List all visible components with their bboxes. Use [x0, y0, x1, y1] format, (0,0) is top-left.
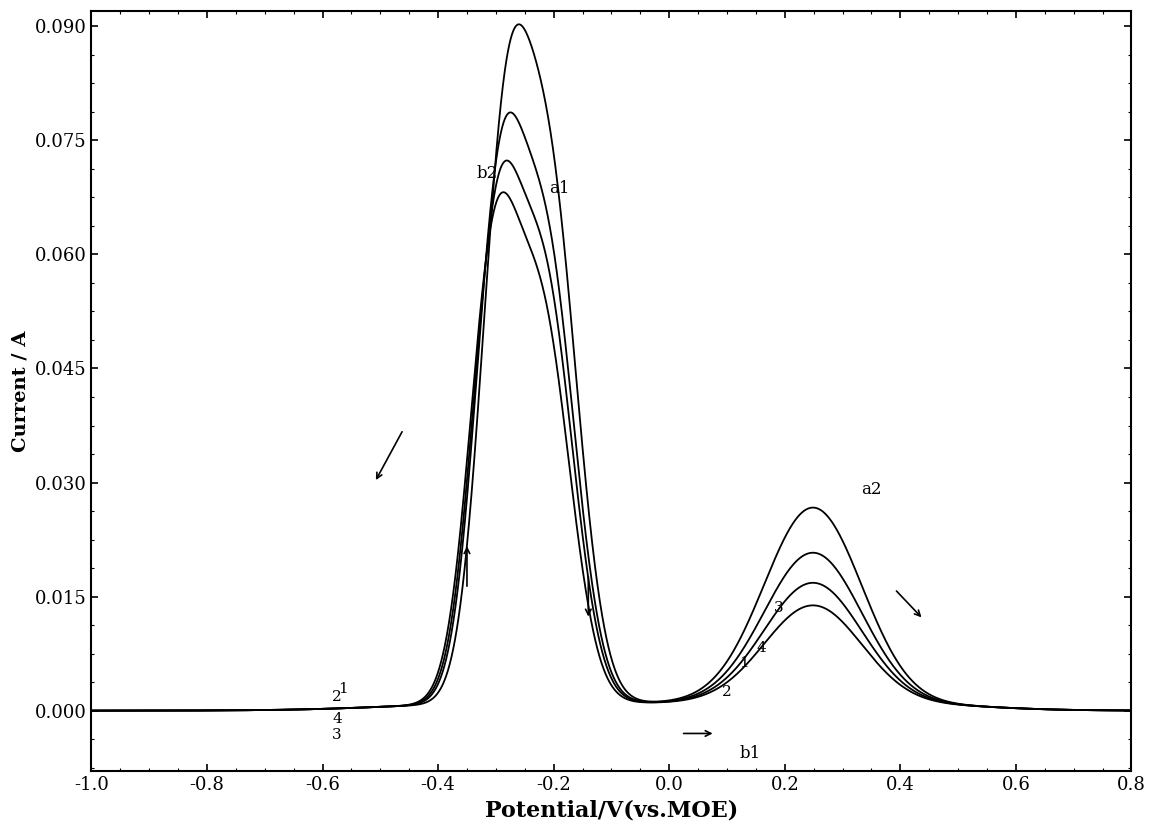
Text: 3: 3 [332, 728, 341, 741]
Text: 1: 1 [739, 656, 750, 670]
Text: 2: 2 [332, 690, 341, 704]
Text: 3: 3 [774, 601, 783, 616]
Text: 4: 4 [332, 712, 341, 726]
Text: 4: 4 [757, 641, 767, 655]
Text: 1: 1 [338, 682, 347, 696]
Text: b2: b2 [477, 165, 498, 182]
Text: 2: 2 [722, 685, 732, 699]
X-axis label: Potential/V(vs.MOE): Potential/V(vs.MOE) [485, 800, 738, 822]
Text: a2: a2 [861, 481, 882, 498]
Text: a1: a1 [550, 181, 569, 197]
Text: b1: b1 [739, 745, 760, 762]
Y-axis label: Current / A: Current / A [12, 331, 29, 452]
